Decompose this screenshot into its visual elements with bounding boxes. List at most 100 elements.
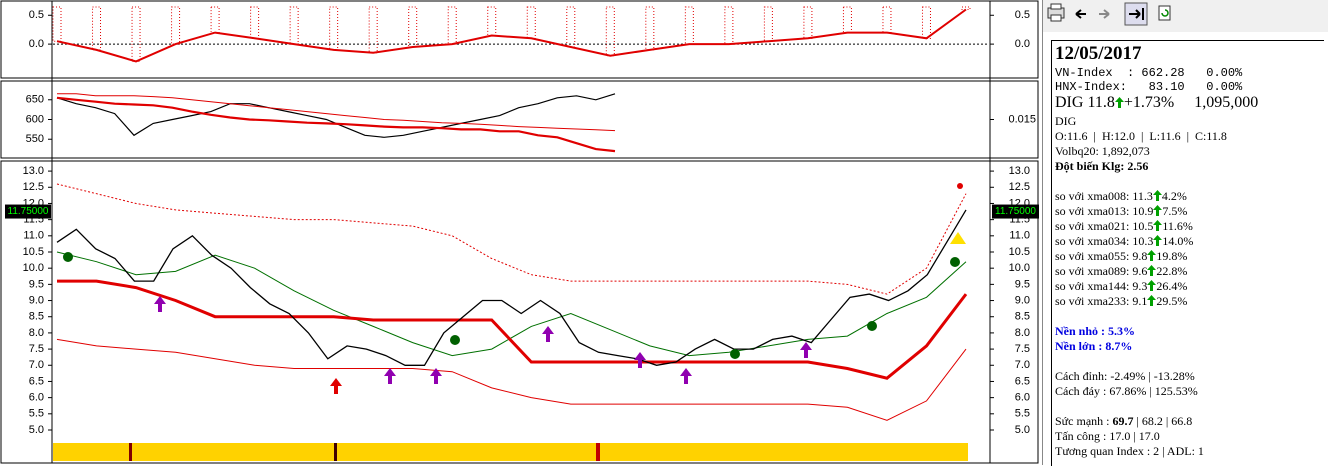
correlation: Tương quan Index : 2 | ADL: 1 <box>1055 444 1204 458</box>
signal-dot <box>950 257 960 267</box>
ma-value: 10.9 <box>1132 204 1154 218</box>
toolbar <box>1043 0 1328 32</box>
ma-value: 9.1 <box>1132 294 1148 308</box>
y-tick-label: 11.0 <box>1009 230 1030 242</box>
y-tick-label: 8.0 <box>29 327 44 339</box>
last-price-label: 11.75000 <box>8 206 49 217</box>
signal-dot <box>867 321 877 331</box>
dock-button[interactable] <box>1124 2 1148 26</box>
up-arrow <box>1147 250 1157 261</box>
series-line <box>56 209 967 366</box>
y-tick-label: 0.0 <box>29 38 44 50</box>
last-price-label: 11.75000 <box>995 206 1036 217</box>
ma-row: so với xma089: 9.6 22.8% <box>1055 264 1187 279</box>
strength: Sức mạnh : 69.7 | 68.2 | 66.8 <box>1055 414 1192 429</box>
up-arrow <box>1147 265 1157 276</box>
oscillator-bar <box>210 6 220 34</box>
y-tick-label: 7.0 <box>1015 359 1030 371</box>
ma-row: so với xma144: 9.3 26.4% <box>1055 279 1187 294</box>
series-line <box>57 279 968 380</box>
signals <box>63 183 966 394</box>
oscillator-bar <box>250 6 260 39</box>
strength-label: Sức mạnh : <box>1055 414 1110 428</box>
y-tick-label: 10.0 <box>1009 262 1030 274</box>
ma-value: 9.8 <box>1132 249 1148 263</box>
y-tick-label: 0.5 <box>29 9 44 21</box>
last-price-box <box>5 204 51 219</box>
timeline-marker <box>129 443 132 461</box>
signal-dot <box>957 183 963 189</box>
y-tick-label: 6.0 <box>29 392 44 404</box>
ma-row: so với xma055: 9.8 19.8% <box>1055 249 1187 264</box>
refresh-button[interactable] <box>1158 5 1171 21</box>
oscillator-bar <box>724 6 734 45</box>
up-arrow <box>1153 235 1163 246</box>
signal-arrow <box>800 342 812 358</box>
ma-pct: 7.5% <box>1162 204 1188 218</box>
quote-change: +1.73% <box>1123 94 1175 111</box>
symbol: DIG <box>1055 114 1077 128</box>
y-tick-label: 7.5 <box>1015 343 1030 355</box>
y-tick-label: 650 <box>26 94 44 106</box>
oscillator-bar <box>882 6 892 34</box>
series-line <box>56 8 967 63</box>
timeline-marker <box>334 443 337 461</box>
index-change: 0.00% <box>1206 66 1243 80</box>
ohlc: O:11.6 | H:12.0 | L:11.6 | C:11.8 <box>1055 129 1227 143</box>
strength-main: 69.7 <box>1112 414 1134 428</box>
oscillator-bar <box>487 6 497 36</box>
y-tick-label: 0.5 <box>1015 9 1030 21</box>
ma-label: so với xma055: <box>1055 249 1130 263</box>
y-tick-label: 13.0 <box>23 165 44 177</box>
forward-button[interactable] <box>1099 9 1110 19</box>
ma-value: 9.6 <box>1132 264 1148 278</box>
strength-rest: | 68.2 | 66.8 <box>1136 414 1193 428</box>
ma-pct: 26.4% <box>1156 279 1188 293</box>
ma-row: so với xma034: 10.3 14.0% <box>1055 234 1193 249</box>
series-line <box>56 96 616 153</box>
chart-area: 0.5 0.0 0.5 0.0 550 600 650 0.015 5.0 5.5 6.0 6.5 7.… <box>0 0 1040 465</box>
y-tick-label: 10.0 <box>23 262 44 274</box>
signal-arrow <box>634 352 646 368</box>
series-line <box>57 93 616 132</box>
oscillator-bar <box>961 6 971 10</box>
y-tick-label: 9.0 <box>1015 294 1030 306</box>
index-change: 0.00% <box>1206 80 1243 94</box>
back-button[interactable] <box>1075 9 1086 19</box>
y2-tick-label: 0.015 <box>1008 113 1036 125</box>
y-tick-label: 5.0 <box>1015 424 1030 436</box>
oscillator-bar <box>52 6 62 42</box>
print-button[interactable] <box>1047 3 1065 22</box>
ma-row: so với xma021: 10.5 11.6% <box>1055 219 1193 234</box>
spike-label: Đột biến Klg: <box>1055 159 1125 173</box>
y-tick-label: 11.0 <box>23 230 44 242</box>
y-tick-label: 0.0 <box>1015 38 1030 50</box>
up-arrow <box>1147 295 1157 306</box>
oscillator-bar <box>289 6 299 45</box>
up-arrow <box>1152 190 1162 201</box>
base-small: Nền nhỏ : 5.3% <box>1055 324 1136 338</box>
y-tick-label: 12.5 <box>1009 181 1030 193</box>
oscillator-bar <box>684 6 694 45</box>
toolbar-icons <box>1047 2 1171 26</box>
from-peak: Cách đỉnh: -2.49% | -13.28% <box>1055 369 1195 383</box>
oscillator-bar <box>921 6 931 39</box>
signal-arrow <box>384 368 396 384</box>
ma-pct: 14.0% <box>1162 234 1194 248</box>
info-panel: 12/05/2017 VN-Index : 662.28 0.00% HNX-I… <box>1051 40 1324 466</box>
ma-value: 9.3 <box>1132 279 1148 293</box>
oscillator-frame <box>0 0 1039 79</box>
oscillator-bar <box>171 6 181 45</box>
signal-arrow <box>154 296 166 312</box>
ma-label: so với xma013: <box>1055 204 1130 218</box>
ma-pct: 11.6% <box>1162 219 1193 233</box>
index-frame <box>0 80 1039 159</box>
ma-label: so với xma008: <box>1055 189 1130 203</box>
y-tick-label: 6.0 <box>1015 392 1030 404</box>
ma-value: 10.3 <box>1132 234 1154 248</box>
spike-value: 2.56 <box>1127 159 1149 173</box>
y-tick-label: 13.0 <box>1009 165 1030 177</box>
timeline-marker <box>596 443 600 461</box>
ma-row: so với xma013: 10.9 7.5% <box>1055 204 1187 219</box>
ma-pct: 29.5% <box>1156 294 1188 308</box>
